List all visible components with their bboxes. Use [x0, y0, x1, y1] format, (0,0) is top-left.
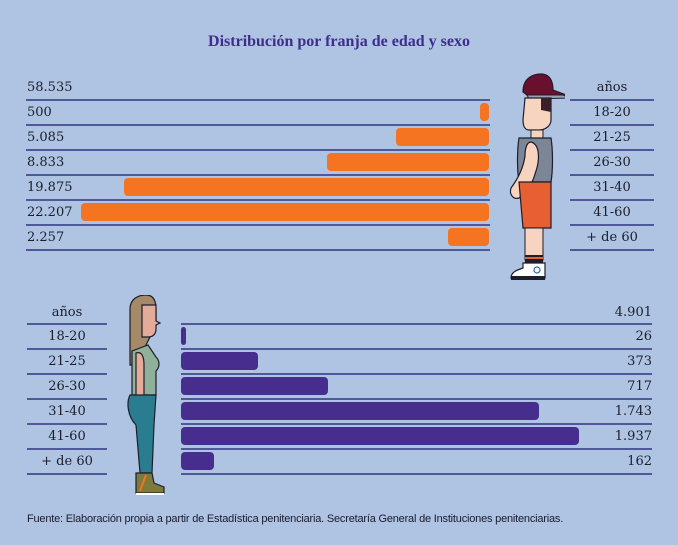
men-bar — [479, 103, 489, 121]
men-rule-line — [26, 174, 490, 176]
men-rule-line — [26, 99, 490, 101]
women-axis-rule-line — [27, 398, 107, 400]
men-bar — [395, 128, 489, 146]
women-total-label: 4.901 — [614, 305, 652, 320]
men-bar — [81, 203, 489, 221]
women-axis-rule-line — [27, 323, 107, 325]
women-age-label: 26-30 — [48, 379, 86, 394]
women-rule-line — [181, 398, 652, 400]
women-age-label: 18-20 — [48, 329, 86, 344]
men-axis-rule-line — [570, 124, 654, 126]
women-age-label: 21-25 — [48, 354, 86, 369]
women-rule-line — [181, 423, 652, 425]
women-bar — [181, 377, 329, 395]
men-bar — [447, 228, 489, 246]
men-age-label: 31-40 — [593, 180, 631, 195]
women-value-label: 1.937 — [614, 429, 652, 444]
men-axis-header: años — [596, 80, 628, 95]
women-bar — [181, 352, 258, 370]
men-axis-rule-line — [570, 224, 654, 226]
men-bar — [326, 153, 489, 171]
men-total-label: 58.535 — [27, 80, 73, 95]
men-age-label: + de 60 — [586, 230, 638, 245]
men-value-label: 19.875 — [27, 180, 73, 195]
women-rule-line — [181, 348, 652, 350]
women-bar — [181, 427, 579, 445]
women-value-label: 717 — [627, 379, 652, 394]
women-axis-header: años — [51, 305, 83, 320]
women-rule-line — [181, 323, 652, 325]
men-value-label: 8.833 — [27, 155, 65, 170]
men-rule-line — [26, 199, 490, 201]
men-rule-line — [26, 149, 490, 151]
men-axis-rule-line — [570, 174, 654, 176]
women-value-label: 26 — [635, 329, 652, 344]
men-age-label: 18-20 — [593, 105, 631, 120]
women-bar — [181, 402, 540, 420]
women-axis-rule-line — [27, 473, 107, 475]
women-age-label: 41-60 — [48, 429, 86, 444]
women-bar — [181, 452, 215, 470]
men-bar — [123, 178, 489, 196]
men-axis-rule-line — [570, 99, 654, 101]
women-rule-line — [181, 473, 652, 475]
men-value-label: 22.207 — [27, 205, 73, 220]
men-age-label: 26-30 — [593, 155, 631, 170]
men-value-label: 2.257 — [27, 230, 65, 245]
men-rule-line — [26, 224, 490, 226]
men-axis-rule-line — [570, 199, 654, 201]
women-age-label: 31-40 — [48, 404, 86, 419]
man-illustration-icon — [509, 73, 565, 280]
source-footnote: Fuente: Elaboración propia a partir de E… — [27, 513, 564, 525]
chart-title: Distribución por franja de edad y sexo — [208, 33, 470, 50]
women-bar — [181, 327, 187, 345]
men-axis-rule-line — [570, 249, 654, 251]
women-rule-line — [181, 448, 652, 450]
women-value-label: 162 — [627, 454, 652, 469]
women-axis-rule-line — [27, 423, 107, 425]
women-value-label: 1.743 — [614, 404, 652, 419]
women-axis-rule-line — [27, 348, 107, 350]
men-value-label: 500 — [27, 105, 52, 120]
men-age-label: 21-25 — [593, 130, 631, 145]
men-axis-rule-line — [570, 149, 654, 151]
men-rule-line — [26, 124, 490, 126]
men-value-label: 5.085 — [27, 130, 65, 145]
women-axis-rule-line — [27, 373, 107, 375]
women-axis-rule-line — [27, 448, 107, 450]
men-age-label: 41-60 — [593, 205, 631, 220]
women-rule-line — [181, 373, 652, 375]
men-rule-line — [26, 249, 490, 251]
woman-illustration-icon — [127, 295, 165, 495]
women-value-label: 373 — [627, 354, 652, 369]
women-age-label: + de 60 — [41, 454, 93, 469]
